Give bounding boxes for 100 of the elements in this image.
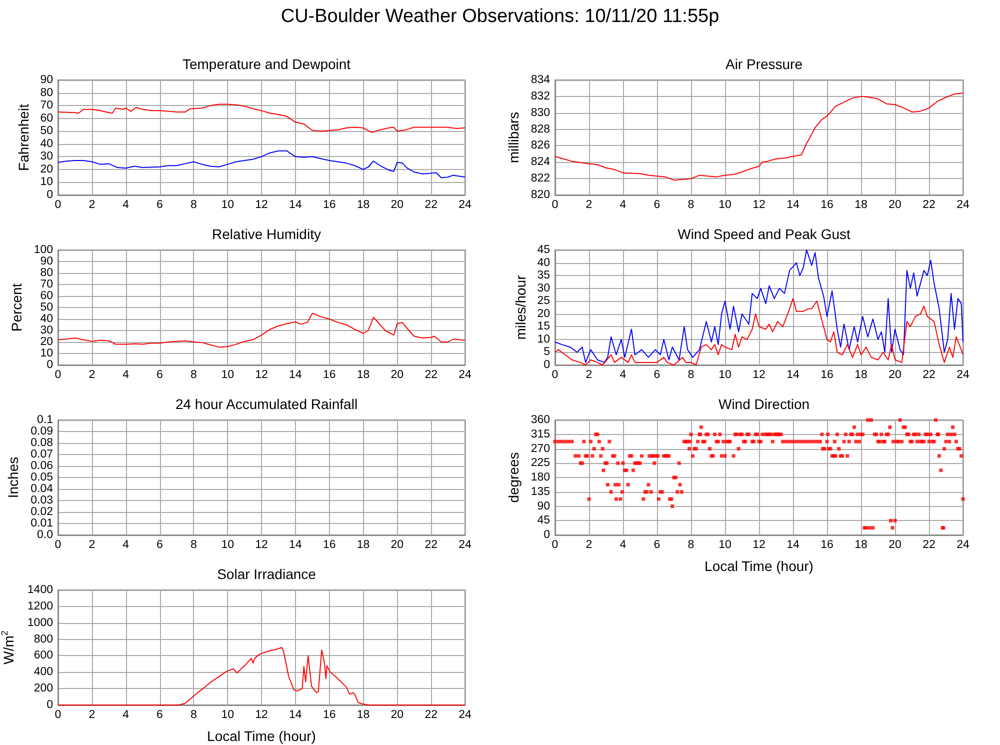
y-tick-label: 80 xyxy=(40,267,53,279)
y-tick-label: 360 xyxy=(530,414,550,426)
y-tick-label: 90 xyxy=(537,500,550,512)
x-tick-label: 4 xyxy=(620,369,627,381)
x-tick-label: 4 xyxy=(122,369,130,381)
y-tick-label: 15 xyxy=(537,320,550,333)
x-tick-label: 8 xyxy=(688,539,694,551)
y-tick-label: 0.02 xyxy=(30,506,53,518)
x-tick-label: 6 xyxy=(156,369,163,381)
y-tick-label: 830 xyxy=(530,106,550,119)
x-tick-label: 2 xyxy=(88,369,96,381)
y-tick-label: 70 xyxy=(40,278,53,290)
x-tick-label: 24 xyxy=(458,199,472,211)
x-tick-label: 16 xyxy=(322,199,336,211)
y-tick-label: 0.1 xyxy=(37,414,53,426)
x-tick-label: 14 xyxy=(289,539,302,551)
x-axis-title: Local Time (hour) xyxy=(207,728,316,744)
x-tick-label: 22 xyxy=(922,369,936,381)
y-tick-label: 20 xyxy=(537,308,550,320)
y-tick-label: 100 xyxy=(34,244,53,256)
y-tick-label: 30 xyxy=(537,282,550,294)
chart-title: Temperature and Dewpoint xyxy=(182,56,351,72)
x-tick-label: 2 xyxy=(586,199,592,211)
y-tick-label: 270 xyxy=(530,442,550,455)
x-tick-label: 4 xyxy=(620,539,627,551)
y-tick-label: 0.03 xyxy=(30,494,53,506)
x-tick-label: 14 xyxy=(289,199,302,211)
y-tick-label: 20 xyxy=(40,163,53,176)
x-tick-label: 10 xyxy=(221,369,234,381)
x-tick-label: 18 xyxy=(854,539,868,551)
x-tick-label: 0 xyxy=(54,709,62,721)
x-tick-label: 2 xyxy=(88,199,96,211)
x-tick-label: 22 xyxy=(424,709,438,721)
x-tick-label: 2 xyxy=(586,539,592,551)
y-tick-label: 0.05 xyxy=(30,472,53,484)
y-tick-label: 0 xyxy=(46,189,53,201)
y-tick-label: 832 xyxy=(530,90,550,102)
y-tick-label: 40 xyxy=(40,313,53,325)
y-tick-label: 1200 xyxy=(27,600,53,612)
x-tick-label: 10 xyxy=(221,539,234,551)
x-tick-label: 4 xyxy=(122,199,130,211)
y-tick-label: 0 xyxy=(46,699,53,711)
y-tick-label: 826 xyxy=(530,140,550,152)
x-tick-label: 0 xyxy=(54,539,62,551)
chart-title: Air Pressure xyxy=(725,56,803,72)
x-tick-label: 16 xyxy=(322,369,336,381)
y-tick-label: 40 xyxy=(40,138,53,150)
x-tick-label: 8 xyxy=(190,709,197,721)
y-tick-label: 315 xyxy=(530,428,550,440)
y-tick-label: 828 xyxy=(530,123,550,136)
x-tick-label: 8 xyxy=(190,539,197,551)
line-series xyxy=(58,104,466,133)
text: CU-Boulder Weather Observations: 10/11/20 11:55p xyxy=(280,6,720,28)
line-series xyxy=(554,92,964,181)
y-tick-label: 90 xyxy=(40,256,53,268)
x-tick-label: 10 xyxy=(718,199,732,211)
x-tick-label: 2 xyxy=(586,369,592,381)
y-tick-label: 80 xyxy=(40,86,53,99)
x-tick-label: 14 xyxy=(786,369,800,381)
y-tick-label: 60 xyxy=(40,290,53,302)
y-tick-label: 824 xyxy=(530,156,551,168)
y-tick-label: 40 xyxy=(537,256,550,269)
y-tick-label: 600 xyxy=(34,650,53,662)
x-tick-label: 16 xyxy=(820,199,834,211)
x-tick-label: 12 xyxy=(255,199,268,211)
x-tick-label: 20 xyxy=(390,199,404,211)
x-tick-label: 24 xyxy=(956,199,970,211)
y-tick-label: 0.04 xyxy=(30,483,54,495)
y-tick-label: 400 xyxy=(34,666,53,678)
y-tick-label: 0.01 xyxy=(30,518,53,530)
y-axis-title: miles/hour xyxy=(512,274,528,340)
x-tick-label: 10 xyxy=(221,199,234,211)
y-tick-label: 10 xyxy=(537,333,550,346)
y-tick-label: 1000 xyxy=(27,616,53,629)
y-tick-label: 45 xyxy=(537,244,550,256)
y-tick-label: 10 xyxy=(40,176,53,188)
y-tick-label: 35 xyxy=(537,270,550,282)
y-axis-title: degrees xyxy=(506,452,522,503)
y-tick-label: 180 xyxy=(530,472,550,484)
x-tick-label: 14 xyxy=(786,199,800,211)
x-tick-label: 6 xyxy=(654,539,660,551)
x-tick-label: 4 xyxy=(122,539,130,551)
x-tick-label: 6 xyxy=(654,369,660,381)
y-tick-label: 60 xyxy=(40,112,53,124)
y-tick-label: 0.09 xyxy=(30,426,53,438)
x-tick-label: 24 xyxy=(458,539,472,551)
y-tick-label: 200 xyxy=(34,682,53,695)
x-tick-label: 20 xyxy=(390,539,404,551)
x-tick-label: 8 xyxy=(688,199,694,211)
y-tick-label: 0 xyxy=(544,529,550,541)
x-tick-label: 16 xyxy=(820,539,834,551)
x-tick-label: 0 xyxy=(552,539,558,551)
y-tick-label: 800 xyxy=(34,633,53,646)
y-tick-label: 0.07 xyxy=(30,448,53,460)
x-tick-label: 12 xyxy=(752,369,766,381)
x-tick-label: 12 xyxy=(255,539,268,551)
y-tick-label: 0 xyxy=(544,359,550,371)
x-tick-label: 16 xyxy=(322,709,336,721)
chart-title: 24 hour Accumulated Rainfall xyxy=(175,396,358,412)
line-series xyxy=(58,150,466,178)
